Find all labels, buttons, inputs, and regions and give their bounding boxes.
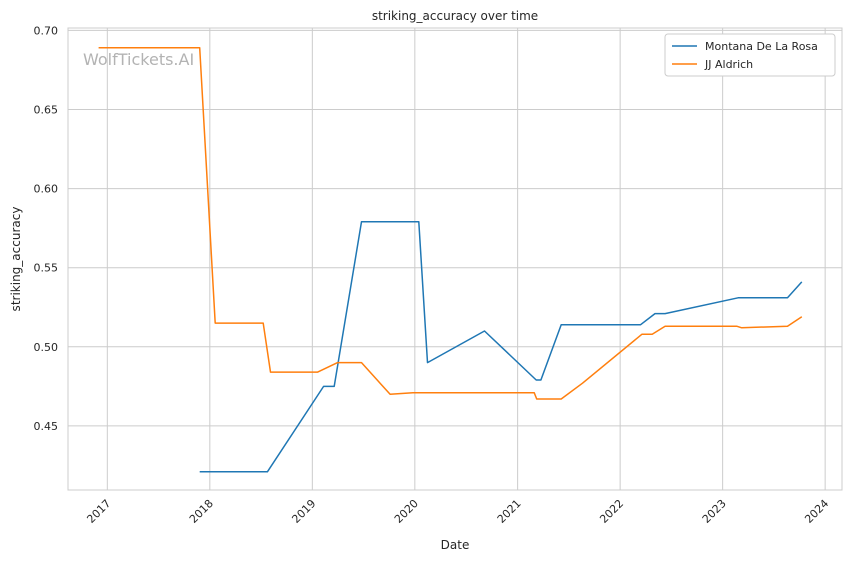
x-tick-label: 2022 xyxy=(597,497,626,526)
y-tick-label: 0.60 xyxy=(34,183,59,196)
y-tick-label: 0.65 xyxy=(34,103,59,116)
x-axis-label: Date xyxy=(441,538,470,552)
x-tick-label: 2019 xyxy=(289,497,318,526)
chart-title: striking_accuracy over time xyxy=(372,9,538,23)
series-line-jj-aldrich xyxy=(98,47,803,400)
x-tick-label: 2021 xyxy=(495,497,524,526)
legend-label-aldrich: JJ Aldrich xyxy=(704,58,753,71)
y-tick-label: 0.55 xyxy=(34,262,59,275)
y-tick-label: 0.45 xyxy=(34,420,59,433)
x-tick-label: 2023 xyxy=(700,497,729,526)
plot-background xyxy=(68,28,842,490)
watermark: WolfTickets.AI xyxy=(83,50,194,69)
x-tick-label: 2017 xyxy=(84,497,113,526)
grid xyxy=(68,28,842,490)
series-layer xyxy=(98,47,803,473)
legend-box xyxy=(664,33,836,77)
x-tick-label: 2024 xyxy=(802,497,831,526)
y-tick-label: 0.70 xyxy=(34,24,59,37)
x-tick-labels: 2017 2018 2019 2020 2021 2022 2023 2024 xyxy=(84,497,831,526)
y-axis-label: striking_accuracy xyxy=(9,207,23,312)
legend: Montana De La Rosa JJ Aldrich xyxy=(664,33,836,77)
series-line-montana-de-la-rosa xyxy=(199,221,803,473)
x-tick-label: 2018 xyxy=(187,497,216,526)
x-tick-label: 2020 xyxy=(392,497,421,526)
plot-frame xyxy=(67,27,843,491)
y-tick-label: 0.50 xyxy=(34,341,59,354)
legend-label-montana: Montana De La Rosa xyxy=(705,40,818,53)
y-tick-labels: 0.45 0.50 0.55 0.60 0.65 0.70 xyxy=(34,24,59,433)
